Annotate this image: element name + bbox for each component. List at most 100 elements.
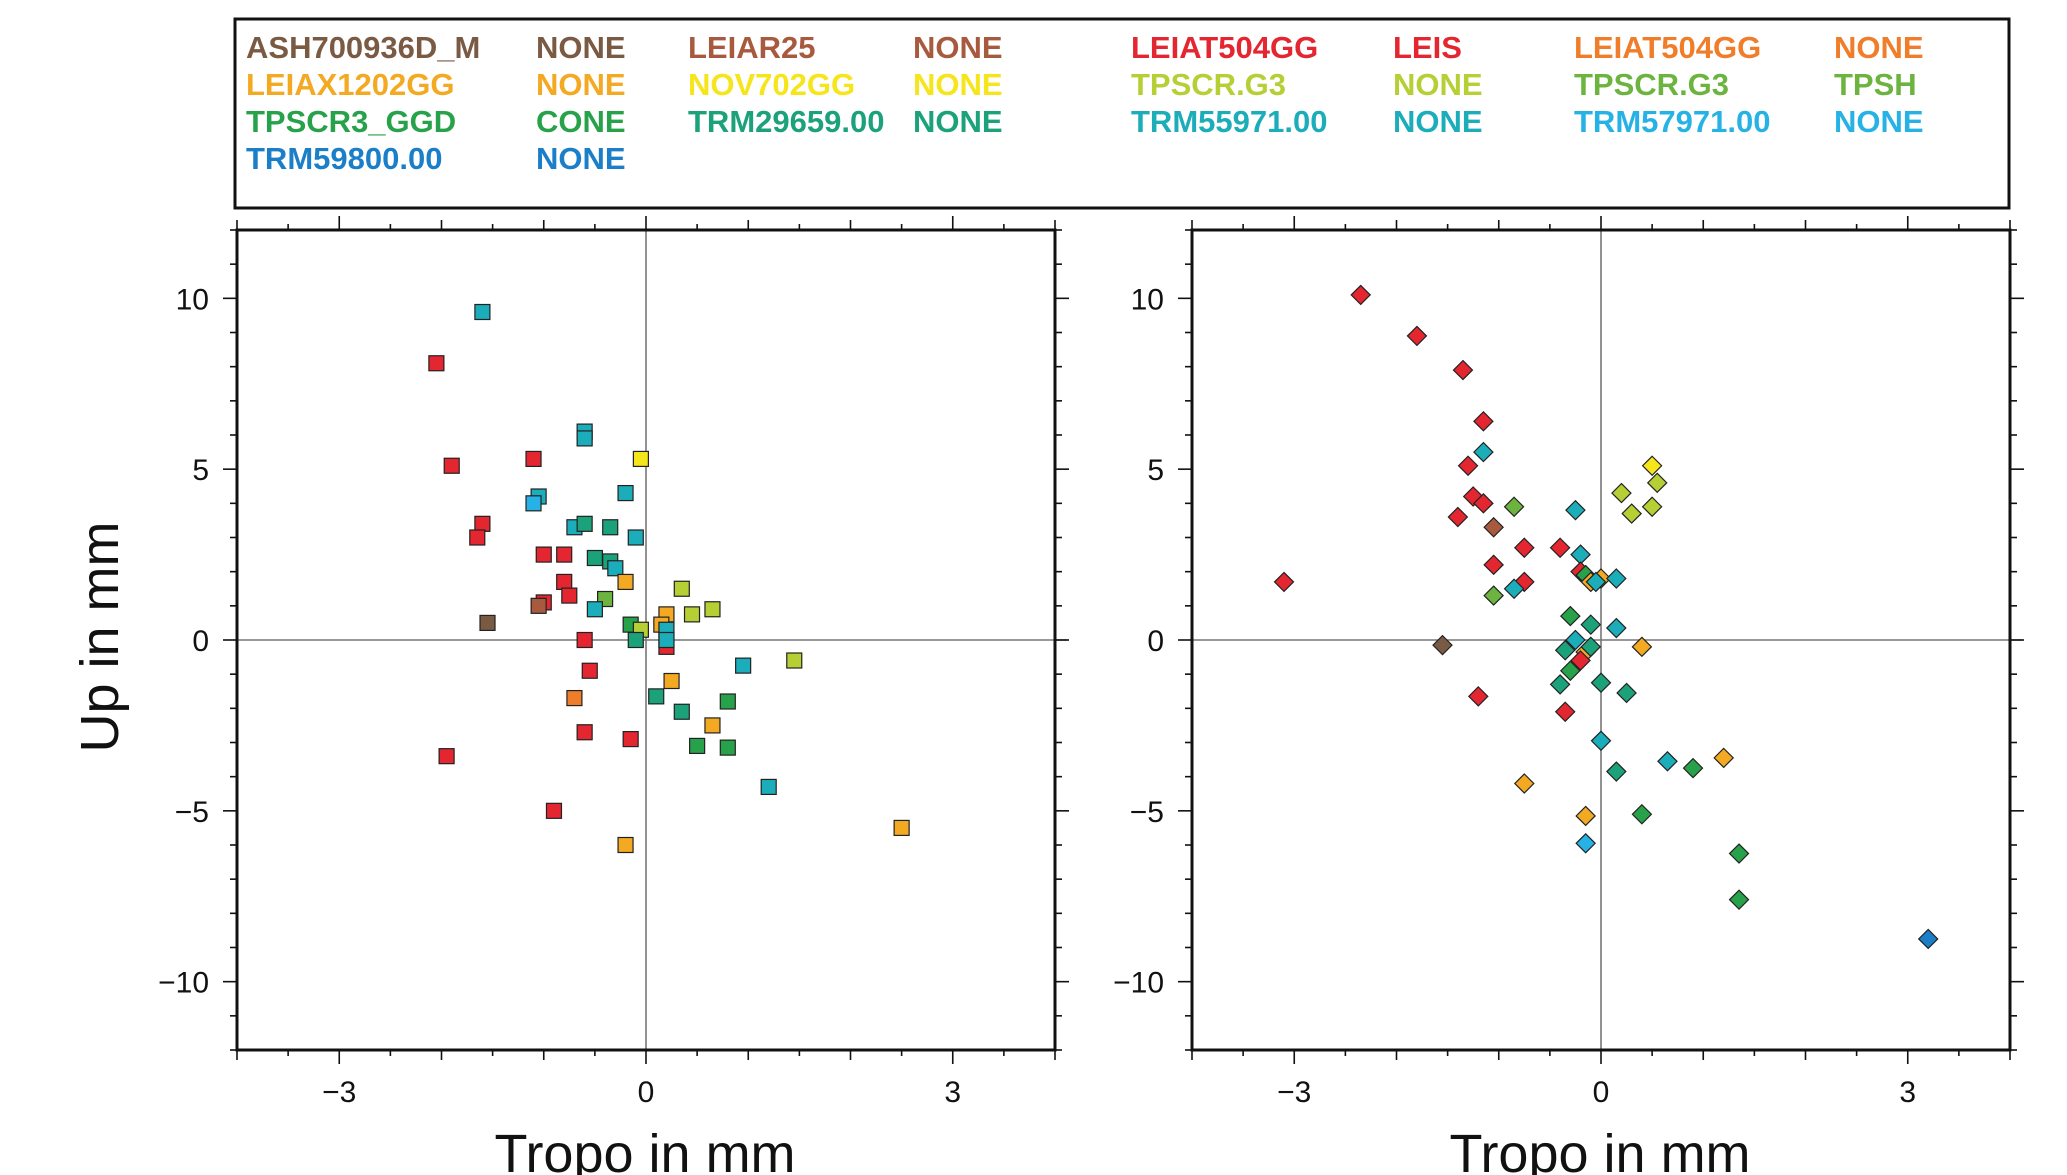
legend-entry: ASH700936D_M NONE bbox=[246, 30, 626, 65]
data-point bbox=[479, 614, 496, 632]
data-point bbox=[1605, 761, 1627, 782]
legend-model-label: TRM57971.00 bbox=[1574, 104, 1770, 139]
x-tick-label: 3 bbox=[944, 1076, 961, 1109]
legend-model-label: TPSCR.G3 bbox=[1131, 67, 1286, 102]
data-point bbox=[1631, 803, 1653, 825]
data-point bbox=[469, 529, 486, 546]
data-point bbox=[1565, 499, 1586, 521]
data-point bbox=[1575, 832, 1597, 854]
y-tick-label: 10 bbox=[1131, 283, 1164, 316]
data-point bbox=[704, 717, 721, 734]
data-point bbox=[556, 546, 573, 563]
data-point bbox=[735, 657, 752, 674]
x-tick-label: 0 bbox=[1593, 1076, 1610, 1109]
data-point bbox=[576, 631, 593, 649]
data-point bbox=[1503, 578, 1525, 600]
data-point bbox=[1580, 614, 1602, 635]
data-point bbox=[1641, 455, 1663, 477]
legend-radome-label: NONE bbox=[913, 30, 1003, 65]
legend-entry: TPSCR3_GGD CONE bbox=[246, 104, 626, 139]
data-point bbox=[1611, 482, 1632, 504]
legend-entry: NOV702GG NONE bbox=[688, 67, 1003, 102]
data-point bbox=[1713, 747, 1735, 769]
data-point bbox=[607, 560, 624, 577]
legend-model-label: TRM29659.00 bbox=[688, 104, 884, 139]
y-tick-label: 5 bbox=[1147, 454, 1164, 487]
data-point bbox=[581, 662, 598, 679]
legend-radome-label: TPSH bbox=[1834, 67, 1917, 102]
data-point bbox=[1554, 701, 1576, 723]
plot-frame bbox=[1190, 228, 2012, 1052]
x-axis-title-left: Tropo in mm bbox=[494, 1124, 795, 1175]
data-point bbox=[530, 597, 547, 614]
y-tick-label: −10 bbox=[1113, 967, 1164, 1000]
data-point bbox=[545, 802, 563, 819]
data-point bbox=[627, 529, 644, 546]
data-point bbox=[786, 652, 803, 669]
data-point bbox=[1575, 805, 1597, 827]
x-tick-label: −3 bbox=[322, 1076, 356, 1109]
data-point bbox=[1917, 928, 1939, 950]
data-point bbox=[556, 573, 573, 591]
data-point bbox=[1503, 496, 1525, 518]
data-point bbox=[1631, 636, 1653, 658]
legend-model-label: TPSCR.G3 bbox=[1574, 67, 1729, 102]
data-point bbox=[1616, 682, 1637, 704]
legend-entry: TRM57971.00 NONE bbox=[1574, 104, 1924, 139]
legend-radome-label: NONE bbox=[536, 141, 626, 176]
y-tick-label: −10 bbox=[158, 967, 209, 1000]
legend-model-label: NOV702GG bbox=[688, 67, 855, 102]
data-point bbox=[1513, 537, 1535, 559]
data-point bbox=[586, 549, 603, 567]
data-point bbox=[658, 631, 675, 649]
legend-radome-label: NONE bbox=[1834, 30, 1924, 65]
data-point bbox=[428, 355, 445, 372]
data-point bbox=[1657, 750, 1678, 772]
data-point bbox=[1513, 773, 1535, 794]
data-point bbox=[1570, 544, 1591, 565]
data-point bbox=[1728, 843, 1750, 864]
data-point bbox=[1406, 325, 1428, 347]
data-point bbox=[1457, 455, 1479, 477]
legend-radome-label: NONE bbox=[1393, 67, 1483, 102]
legend-radome-label: NONE bbox=[913, 104, 1003, 139]
x-tick-label: 3 bbox=[1899, 1076, 1916, 1109]
legend-radome-label: LEIS bbox=[1393, 30, 1462, 65]
data-point bbox=[663, 672, 680, 690]
data-point bbox=[602, 519, 619, 536]
x-tick-label: 0 bbox=[638, 1076, 655, 1109]
data-point bbox=[1682, 757, 1704, 779]
legend-radome-label: CONE bbox=[536, 104, 626, 139]
data-point bbox=[561, 587, 578, 604]
data-point bbox=[1473, 441, 1494, 463]
data-point bbox=[1554, 639, 1576, 661]
data-point bbox=[1483, 554, 1504, 576]
data-point bbox=[622, 730, 639, 748]
data-point bbox=[1483, 585, 1504, 606]
data-point bbox=[1549, 537, 1571, 559]
y-tick-label: 5 bbox=[192, 454, 209, 487]
data-point bbox=[617, 573, 634, 591]
data-point bbox=[683, 606, 701, 623]
data-point bbox=[719, 693, 736, 710]
data-point bbox=[566, 689, 583, 707]
legend-radome-label: NONE bbox=[913, 67, 1003, 102]
y-tick-label: −5 bbox=[1130, 796, 1164, 829]
legend-model-label: LEIAR25 bbox=[688, 30, 815, 65]
data-point bbox=[673, 580, 690, 597]
legend-entry: LEIAT504GG NONE bbox=[1574, 30, 1924, 65]
data-point bbox=[673, 703, 690, 720]
x-tick-label: −3 bbox=[1277, 1076, 1311, 1109]
data-point bbox=[1549, 674, 1571, 695]
data-point bbox=[704, 601, 721, 618]
data-point bbox=[525, 450, 542, 468]
data-point bbox=[617, 484, 634, 502]
legend-radome-label: NONE bbox=[1834, 104, 1924, 139]
data-point bbox=[1585, 571, 1607, 593]
data-point bbox=[474, 515, 491, 532]
legend-radome-label: NONE bbox=[536, 67, 626, 102]
legend-model-label: LEIAT504GG bbox=[1574, 30, 1761, 65]
data-point bbox=[1621, 503, 1643, 524]
data-point bbox=[632, 450, 649, 468]
